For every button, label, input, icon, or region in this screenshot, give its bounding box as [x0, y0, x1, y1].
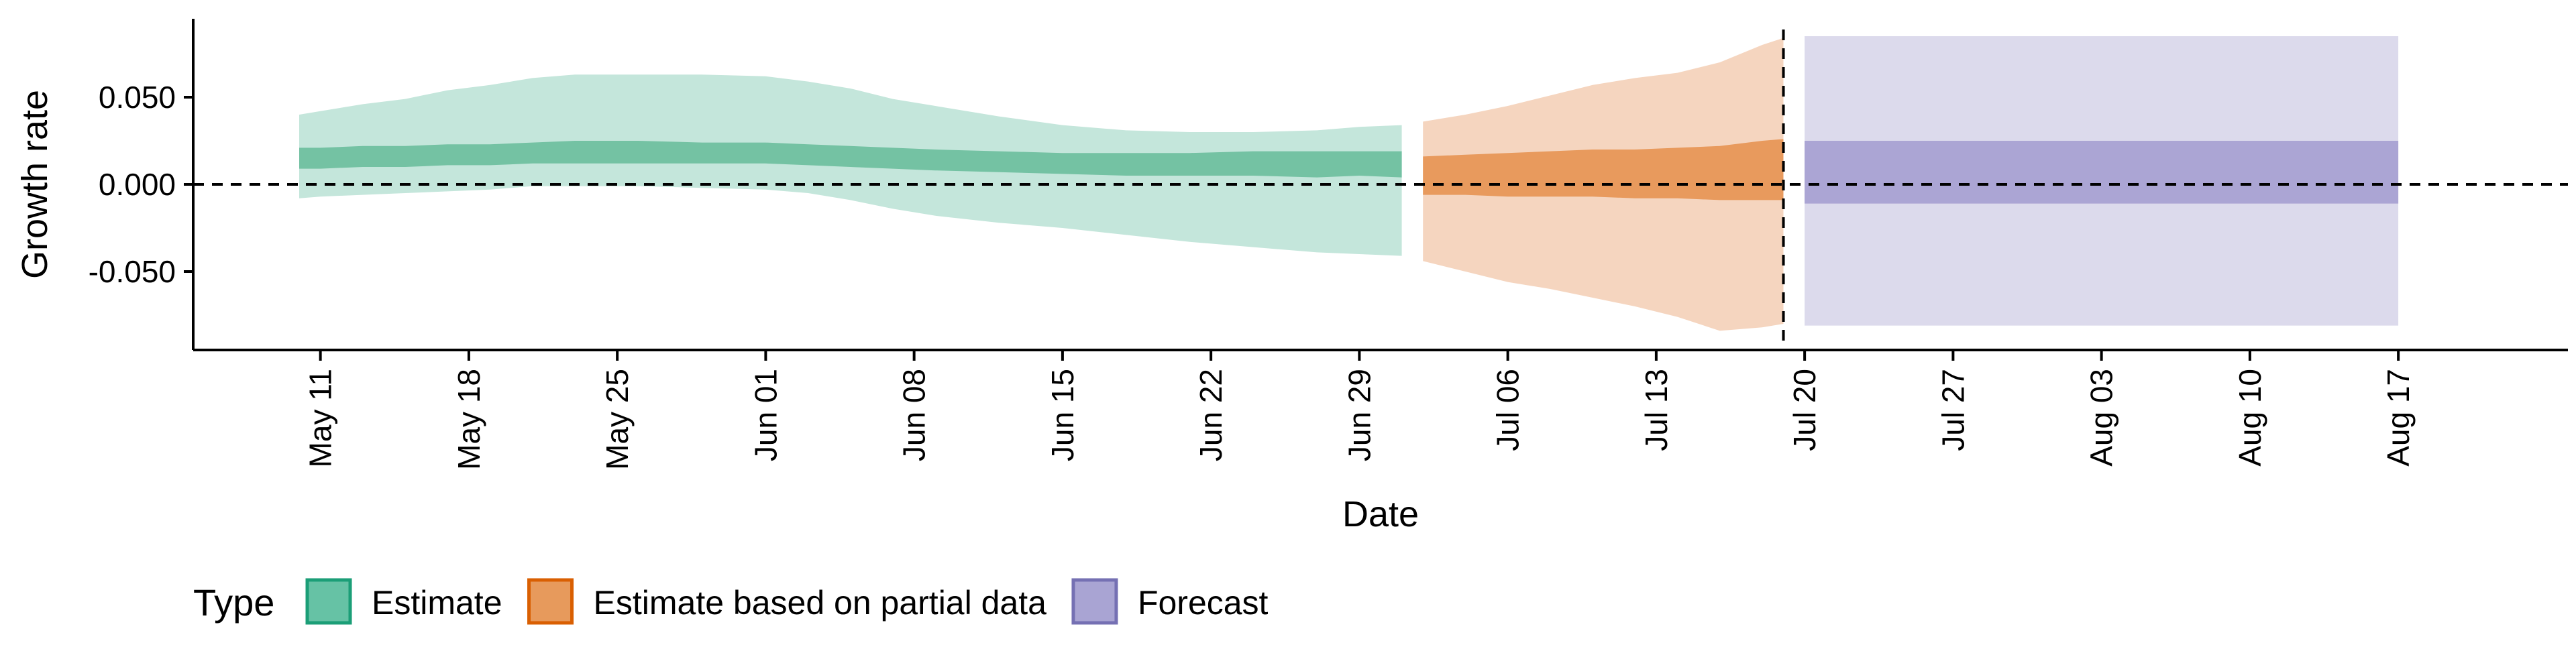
x-tick-label: May 11 [303, 369, 338, 467]
x-tick-label: May 18 [451, 369, 486, 470]
x-tick-label: Jun 29 [1342, 369, 1377, 461]
x-tick-label: Aug 10 [2233, 369, 2267, 467]
legend-swatch-2 [1071, 578, 1118, 625]
legend-swatch-0 [305, 578, 352, 625]
x-tick-label: Jun 22 [1193, 369, 1228, 461]
y-ticks: -0.050 0.000 0.050 [89, 80, 193, 289]
y-axis-title: Growth rate [15, 90, 55, 279]
legend: Type Estimate Estimate based on partial d… [193, 578, 1269, 625]
band-inner-0 [299, 141, 1402, 178]
legend-label-2: Forecast [1138, 584, 1269, 622]
x-tick-label: Aug 03 [2084, 369, 2119, 467]
x-tick-label: May 25 [600, 369, 635, 470]
x-tick-label: Jun 01 [748, 369, 783, 461]
y-tick-label: -0.050 [89, 254, 176, 289]
band-inner-2 [1805, 141, 2399, 204]
reference-lines [193, 30, 2568, 350]
y-tick-label: 0.050 [99, 80, 176, 115]
legend-label-1: Estimate based on partial data [594, 584, 1047, 622]
legend-swatch-1 [527, 578, 574, 625]
legend-label-0: Estimate [372, 584, 502, 622]
x-tick-label: Jun 15 [1045, 369, 1080, 461]
x-tick-label: Jul 06 [1491, 369, 1525, 451]
x-tick-label: Jul 27 [1935, 369, 1970, 451]
x-tick-label: Jul 13 [1639, 369, 1674, 451]
x-tick-label: Jun 08 [897, 369, 932, 461]
x-tick-label: Aug 17 [2381, 369, 2416, 467]
x-axis-title: Date [1342, 494, 1419, 534]
x-ticks: May 11 May 18 May 25 Jun 01 Jun 08 Jun 15 Jun … [303, 350, 2416, 470]
y-tick-label: 0.000 [99, 167, 176, 202]
legend-title: Type [193, 581, 274, 624]
x-tick-label: Jul 20 [1787, 369, 1822, 451]
